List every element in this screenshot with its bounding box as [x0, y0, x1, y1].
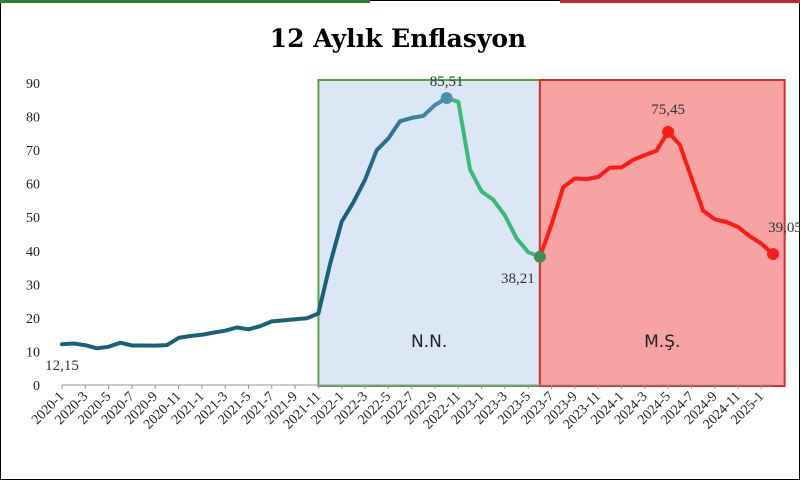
- y-tick-label: 0: [33, 379, 40, 394]
- region-label-0: N.N.: [411, 332, 447, 352]
- y-tick-label: 90: [26, 77, 40, 92]
- series-line-1: [444, 96, 542, 259]
- point-marker-1: [440, 92, 453, 105]
- annotation-layer: 12,15 85,51 38,21 75,45 39,05: [45, 74, 800, 374]
- data-label-1: 85,51: [430, 74, 464, 90]
- y-tick-label: 60: [26, 178, 40, 193]
- y-tick-label: 20: [26, 312, 40, 327]
- regions-layer: N.N. M.Ş.: [317, 79, 786, 387]
- point-marker-3: [662, 125, 675, 138]
- y-tick-label: 70: [26, 144, 40, 159]
- y-tick-label: 80: [26, 111, 40, 126]
- y-tick-label: 40: [26, 245, 40, 260]
- data-label-4: 39,05: [768, 220, 800, 236]
- series-layer: [60, 96, 775, 351]
- series-line-0: [60, 96, 449, 351]
- top-accent-red: [560, 0, 800, 3]
- top-accent-green: [0, 0, 370, 3]
- point-marker-4: [767, 247, 779, 260]
- data-label-3: 75,45: [651, 102, 685, 118]
- data-label-2: 38,21: [501, 271, 535, 287]
- y-tick-label: 50: [26, 211, 40, 226]
- point-marker-2: [533, 250, 546, 263]
- region-label-1: M.Ş.: [644, 332, 680, 352]
- y-tick-label: 10: [26, 345, 40, 360]
- y-tick-label: 30: [26, 278, 40, 293]
- data-label-0: 12,15: [45, 358, 79, 374]
- region-0: [317, 79, 541, 387]
- top-accent-bar: [0, 0, 800, 4]
- chart-title: 12 Aylık Enflasyon: [270, 24, 526, 53]
- series-line-2: [537, 129, 775, 259]
